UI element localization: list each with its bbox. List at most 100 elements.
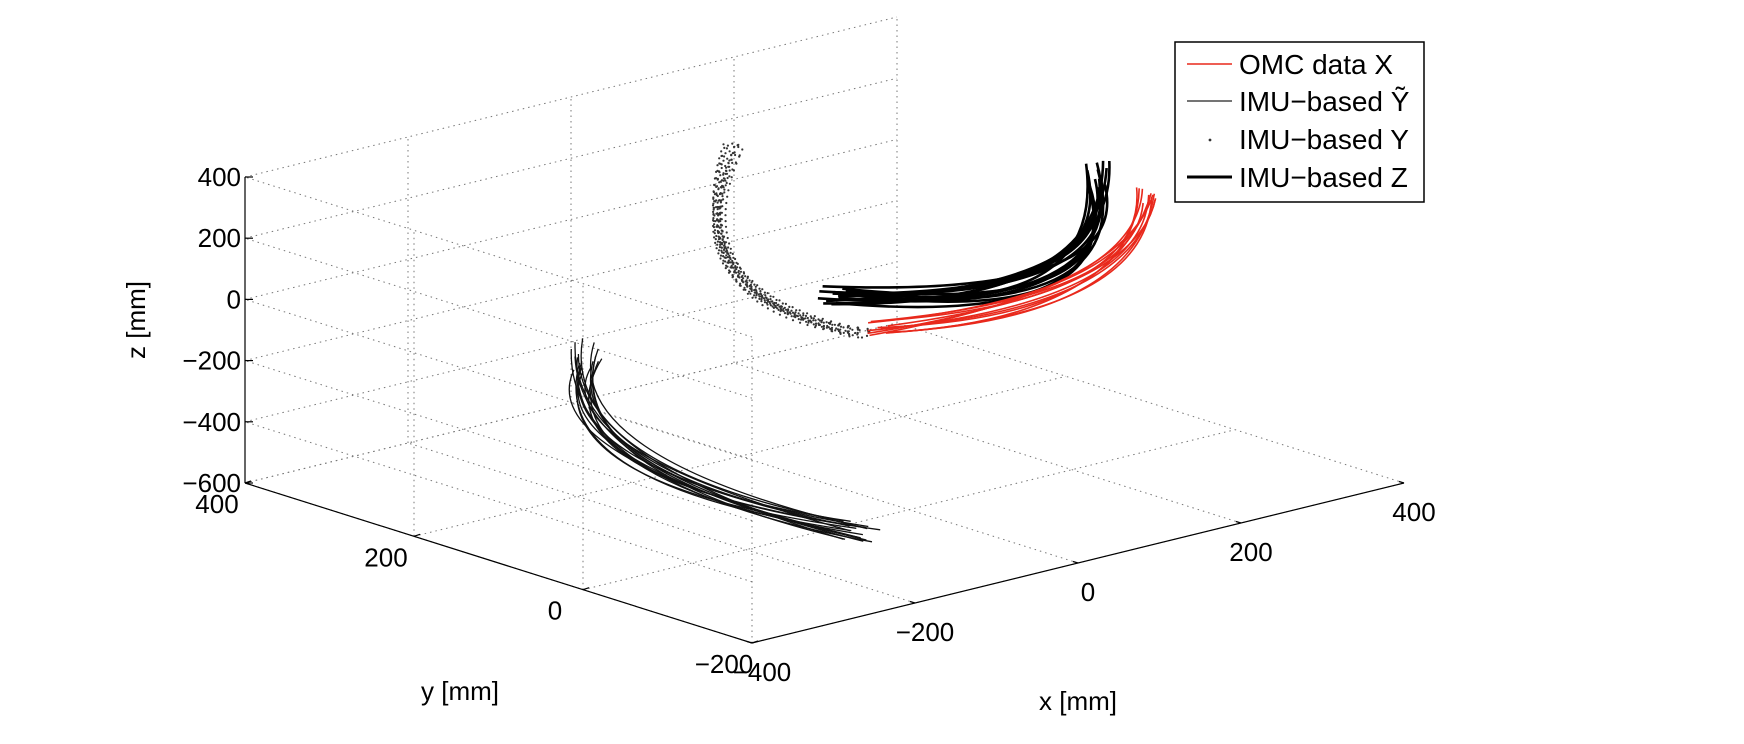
imu-y-dot bbox=[858, 329, 861, 332]
legend-label-imu-ytilde: IMU−based Ỹ bbox=[1239, 86, 1410, 117]
imu-y-dot bbox=[759, 290, 762, 293]
grid-line bbox=[896, 322, 1405, 484]
imu-y-dot bbox=[722, 177, 726, 180]
imu-y-dot bbox=[773, 303, 776, 306]
imu-y-dot bbox=[719, 192, 722, 195]
imu-y-dot bbox=[728, 159, 731, 162]
series-imu-z-path bbox=[838, 178, 1101, 298]
imu-y-dot bbox=[865, 334, 869, 337]
imu-y-dot bbox=[769, 304, 773, 307]
imu-y-dot bbox=[799, 321, 802, 324]
imu-y-dot bbox=[726, 251, 729, 255]
imu-y-dot bbox=[820, 319, 824, 322]
imu-y-dot bbox=[727, 261, 730, 264]
imu-y-dot bbox=[724, 225, 728, 228]
imu-y-dot bbox=[720, 241, 724, 244]
imu-y-dot bbox=[760, 300, 763, 303]
imu-y-dot bbox=[725, 254, 728, 257]
imu-y-dot bbox=[810, 321, 813, 324]
series-imu-z-path bbox=[845, 163, 1089, 299]
imu-y-dot bbox=[799, 314, 802, 317]
imu-y-dot bbox=[822, 325, 825, 328]
imu-y-dot bbox=[713, 223, 716, 226]
imu-y-dot bbox=[728, 150, 731, 153]
imu-y-dot bbox=[825, 326, 829, 329]
imu-y-dot bbox=[828, 322, 832, 325]
series-imu-ytilde-path bbox=[591, 348, 846, 540]
imu-y-dot bbox=[720, 166, 723, 170]
imu-y-dot bbox=[715, 170, 718, 173]
imu-y-dot bbox=[814, 319, 817, 322]
imu-y-dot bbox=[728, 242, 731, 245]
imu-y-dot bbox=[731, 252, 734, 255]
imu-y-dot bbox=[727, 246, 730, 249]
imu-y-dot bbox=[727, 189, 730, 192]
imu-y-dot bbox=[735, 261, 738, 264]
grid-line bbox=[244, 77, 898, 239]
imu-y-dot bbox=[833, 323, 837, 326]
imu-y-dot bbox=[741, 280, 744, 283]
imu-y-dot bbox=[731, 152, 735, 155]
imu-y-dot bbox=[735, 162, 738, 165]
imu-y-dot bbox=[836, 328, 840, 331]
imu-y-dot bbox=[806, 316, 809, 320]
x-tick bbox=[746, 640, 753, 644]
series-omc-path bbox=[867, 188, 1144, 335]
imu-y-dot bbox=[835, 327, 838, 330]
imu-y-dot bbox=[731, 142, 734, 145]
x-tick-label: −200 bbox=[896, 617, 955, 647]
grid-line bbox=[244, 421, 753, 583]
imu-y-dot bbox=[725, 181, 728, 185]
imu-y-dot bbox=[722, 173, 725, 176]
y-axis-line bbox=[244, 482, 753, 644]
imu-y-dot bbox=[733, 151, 736, 154]
imu-y-dot bbox=[723, 246, 726, 250]
y-tick bbox=[413, 533, 421, 537]
imu-y-dot bbox=[766, 303, 769, 306]
imu-y-dot bbox=[738, 272, 741, 275]
imu-y-dot bbox=[722, 248, 726, 251]
imu-y-dot bbox=[719, 201, 723, 204]
imu-y-dot bbox=[755, 292, 758, 295]
imu-y-dot bbox=[758, 287, 761, 290]
imu-y-dot bbox=[800, 316, 803, 319]
imu-y-dot bbox=[716, 164, 719, 167]
imu-y-dot bbox=[717, 238, 721, 241]
imu-y-dot bbox=[856, 332, 859, 335]
imu-y-dot bbox=[839, 331, 842, 334]
series-imu-ytilde-path bbox=[574, 342, 869, 528]
imu-y-dot bbox=[790, 315, 793, 318]
imu-y-dot bbox=[834, 329, 837, 332]
imu-y-dot bbox=[746, 292, 750, 295]
axes bbox=[244, 176, 1405, 644]
imu-y-dot bbox=[724, 164, 727, 168]
y-tick bbox=[582, 587, 590, 591]
imu-y-dot bbox=[742, 271, 745, 274]
imu-y-dot bbox=[732, 261, 735, 264]
series-imu-ytilde-path bbox=[592, 355, 851, 522]
series-omc bbox=[867, 187, 1157, 337]
legend-label-imu-z: IMU−based Z bbox=[1239, 162, 1408, 193]
imu-y-dot bbox=[738, 266, 742, 269]
imu-y-dot bbox=[719, 254, 723, 257]
imu-y-dot bbox=[716, 243, 719, 246]
imu-y-dot bbox=[721, 154, 724, 157]
imu-y-dot bbox=[724, 152, 727, 155]
imu-y-dot bbox=[849, 327, 852, 330]
imu-y-dot bbox=[724, 241, 728, 244]
imu-y-dot bbox=[729, 270, 732, 273]
imu-y-dot bbox=[838, 322, 841, 325]
imu-y-dot bbox=[785, 308, 788, 311]
imu-y-dot bbox=[722, 159, 725, 162]
imu-y-dot bbox=[763, 299, 766, 302]
imu-y-dot bbox=[758, 295, 761, 298]
imu-y-dot bbox=[754, 296, 757, 299]
imu-y-dot bbox=[713, 232, 716, 235]
imu-y-dot bbox=[729, 261, 732, 264]
imu-y-dot bbox=[724, 179, 727, 182]
imu-y-dot bbox=[721, 184, 724, 187]
imu-y-dot bbox=[830, 320, 833, 323]
imu-y-dot bbox=[721, 195, 724, 198]
imu-y-dot bbox=[730, 176, 733, 179]
